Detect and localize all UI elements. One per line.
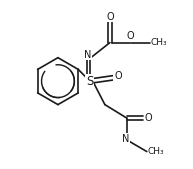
Text: O: O — [107, 12, 115, 22]
Text: O: O — [126, 31, 134, 41]
Text: O: O — [145, 113, 152, 123]
Text: N: N — [122, 134, 130, 144]
Text: N: N — [84, 50, 91, 60]
Text: S: S — [86, 75, 93, 88]
Text: CH₃: CH₃ — [151, 38, 168, 47]
Text: CH₃: CH₃ — [148, 147, 164, 156]
Text: O: O — [114, 71, 122, 81]
